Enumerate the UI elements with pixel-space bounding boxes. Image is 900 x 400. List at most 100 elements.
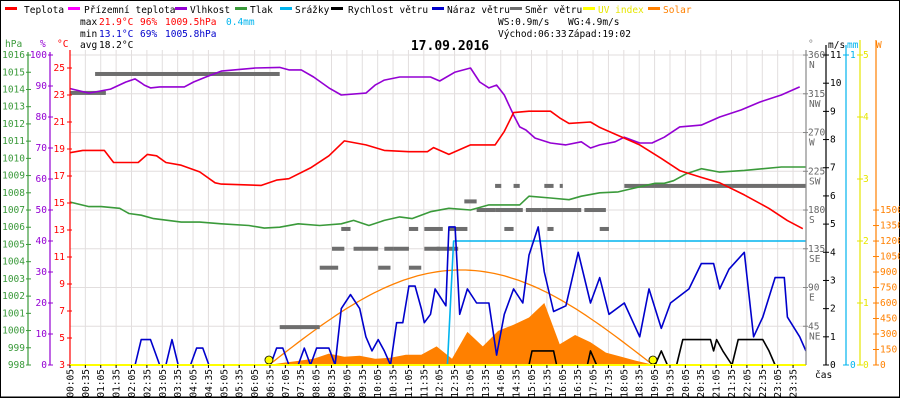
stats-min-pressure: 1005.8hPa	[165, 29, 216, 40]
humidity-tick-label: 70	[36, 143, 48, 154]
sunrise-marker	[264, 355, 274, 365]
pressure-tick-label: 1016	[2, 50, 25, 61]
uv-tick-label: 0	[863, 360, 869, 371]
temperature-tick-label: 17	[54, 171, 65, 182]
legend-label: Solar	[663, 5, 692, 16]
uv-tick-label: 1	[863, 298, 869, 309]
wind-tick-label: 2	[830, 304, 836, 315]
pressure-tick-label: 1004	[2, 257, 25, 268]
x-tick-label: 05:35	[235, 369, 246, 398]
pressure-tick-label: 1010	[2, 153, 25, 164]
wind-tick-label: 8	[830, 135, 836, 146]
wind-tick-label: 11	[830, 50, 842, 61]
solar-theoretical-curve	[268, 269, 654, 366]
wind-tick-label: 5	[830, 219, 836, 230]
x-tick-label: 16:05	[558, 369, 569, 398]
wind-direction-mark	[513, 183, 520, 188]
pressure-tick-label: 1008	[2, 188, 25, 199]
stats-avg-temp: 18.2°C	[99, 40, 133, 51]
stats-min-humidity: 69%	[140, 29, 157, 40]
x-tick-label: 23:05	[773, 369, 784, 398]
direction-tick-label: 270	[808, 128, 825, 139]
legend-swatch	[510, 7, 522, 10]
legend-label: Teplota	[24, 5, 64, 16]
x-tick-label: 17:35	[604, 369, 615, 398]
sunset-marker	[648, 355, 658, 365]
solar-tick-label: 150	[880, 345, 897, 356]
stats-max-pressure: 1009.5hPa	[165, 17, 216, 28]
x-tick-label: 15:35	[542, 369, 553, 398]
temperature-tick-label: 9	[59, 279, 65, 290]
pressure-tick-label: 1015	[2, 67, 25, 78]
axes: hPa1016101510141013101210111010100910081…	[0, 39, 900, 398]
pressure-tick-label: 1005	[2, 239, 25, 250]
wind-direction-mark	[378, 265, 391, 270]
x-tick-label: 02:35	[142, 369, 153, 398]
solar-tick-label: 450	[880, 314, 897, 325]
series-n-raz-v-tru	[70, 226, 806, 366]
x-tick-label: 00:35	[81, 369, 92, 398]
x-tick-label: 16:35	[573, 369, 584, 398]
x-tick-label: 21:35	[727, 369, 738, 398]
plot-marks	[70, 66, 806, 366]
legend-swatch	[175, 7, 187, 10]
solar-tick-label: 0	[880, 360, 886, 371]
direction-tick-label: 135	[808, 244, 825, 255]
solar-tick-label: 900	[880, 267, 897, 278]
pressure-tick-label: 999	[8, 343, 25, 354]
x-tick-label: 15:05	[527, 369, 538, 398]
temperature-tick-label: 11	[54, 252, 66, 263]
x-tick-label: 09:35	[358, 369, 369, 398]
pressure-tick-label: 1000	[2, 326, 25, 337]
pressure-axis-unit: hPa	[5, 39, 22, 50]
x-tick-label: 18:35	[635, 369, 646, 398]
wind-direction-mark	[495, 208, 523, 213]
x-tick-label: 07:35	[296, 369, 307, 398]
direction-tick-label: 315	[808, 89, 825, 100]
wind-direction-mark	[541, 208, 582, 213]
x-tick-label: 02:05	[127, 369, 138, 398]
x-tick-label: 09:05	[342, 369, 353, 398]
stats-rain: 0.4mm	[226, 17, 255, 28]
humidity-tick-label: 20	[36, 298, 48, 309]
stats-max-temp: 21.9°C	[99, 17, 133, 28]
direction-compass-label: SW	[809, 176, 821, 187]
legend-label: Rychlost větru	[348, 5, 428, 16]
uv-tick-label: 3	[863, 174, 869, 185]
stats-sunset: Západ:19:02	[568, 29, 631, 40]
direction-axis-unit: °	[808, 39, 814, 50]
pressure-tick-label: 1007	[2, 205, 25, 216]
wind-direction-mark	[95, 71, 280, 76]
wind-tick-label: 4	[830, 247, 836, 258]
legend-swatch	[331, 7, 343, 10]
x-tick-label: 22:05	[742, 369, 753, 398]
wind-direction-mark	[504, 226, 514, 231]
x-axis-label: čas	[815, 370, 832, 381]
x-tick-label: 11:35	[419, 369, 430, 398]
wind-direction-mark	[525, 208, 542, 213]
legend-label: Vlhkost	[190, 5, 230, 16]
legend-label: Směr větru	[525, 5, 582, 16]
humidity-axis-unit: %	[40, 39, 46, 50]
stats-max-label: max	[80, 17, 97, 28]
x-tick-label: 17:05	[589, 369, 600, 398]
wind-direction-mark	[464, 199, 477, 204]
humidity-tick-label: 80	[36, 112, 48, 123]
x-tick-label: 19:05	[650, 369, 661, 398]
x-tick-label: 03:35	[173, 369, 184, 398]
solar-tick-label: 300	[880, 329, 897, 340]
rain-axis-unit: mm	[847, 40, 859, 51]
pressure-tick-label: 1006	[2, 222, 25, 233]
temperature-tick-label: 15	[54, 198, 65, 209]
wind-direction-mark	[448, 226, 468, 231]
humidity-tick-label: 50	[36, 205, 48, 216]
wind-direction-mark	[584, 208, 606, 213]
chart-title: 17.09.2016	[411, 39, 489, 54]
rain-tick-label: 0	[850, 360, 856, 371]
direction-compass-label: E	[809, 293, 815, 304]
wind-direction-mark	[495, 183, 502, 188]
wind-tick-label: 6	[830, 191, 836, 202]
x-tick-label: 14:05	[496, 369, 507, 398]
